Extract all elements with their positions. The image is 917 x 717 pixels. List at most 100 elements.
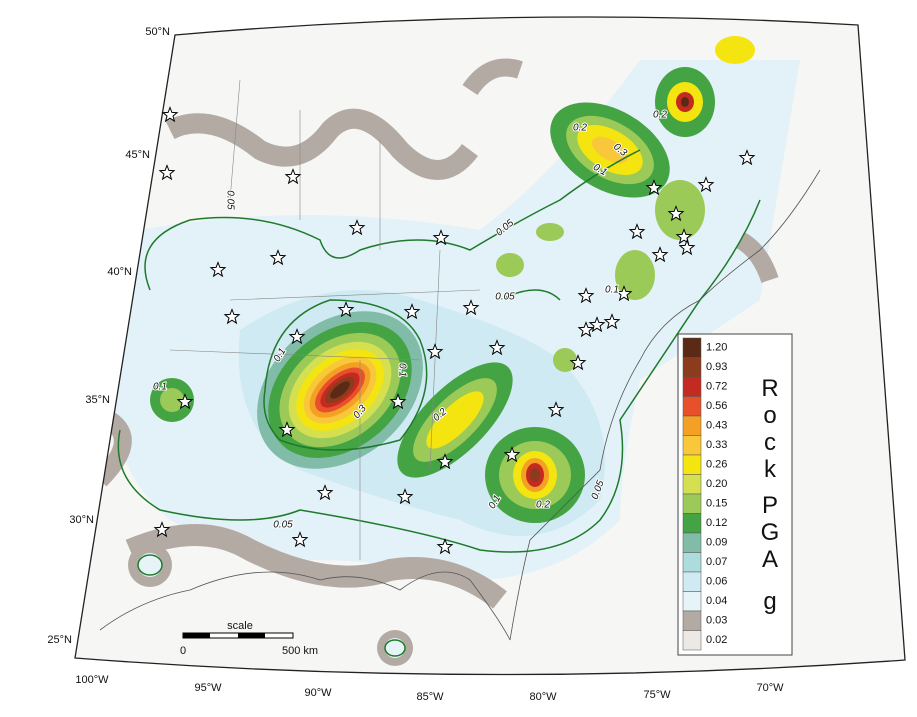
legend-label: 0.07 bbox=[706, 556, 727, 568]
site-star bbox=[503, 446, 521, 463]
latitude-label: 40°N bbox=[107, 266, 132, 278]
site-star bbox=[628, 223, 646, 240]
legend-swatch bbox=[682, 571, 702, 592]
scale-title: scale bbox=[227, 620, 253, 632]
charlevoix-zone bbox=[150, 36, 755, 422]
legend-label: 0.43 bbox=[706, 420, 727, 432]
site-star bbox=[269, 249, 287, 266]
site-star bbox=[396, 488, 414, 505]
legend-swatch bbox=[682, 396, 702, 417]
legend-label: 0.04 bbox=[706, 595, 727, 607]
site-star bbox=[675, 228, 693, 245]
site-star bbox=[436, 538, 454, 555]
band bbox=[165, 108, 478, 180]
legend-label: 0.26 bbox=[706, 459, 727, 471]
legend-label: 1.20 bbox=[706, 342, 727, 354]
site-star bbox=[153, 521, 171, 538]
legend-swatch bbox=[682, 493, 702, 514]
longitude-label: 85°W bbox=[416, 691, 444, 703]
legend-swatch bbox=[682, 435, 702, 456]
site-star bbox=[577, 287, 595, 304]
longitude-label: 70°W bbox=[756, 682, 784, 694]
site-star bbox=[436, 453, 454, 470]
scale-end: 500 km bbox=[282, 645, 318, 657]
site-star bbox=[462, 299, 480, 316]
band bbox=[138, 553, 162, 577]
map-frame bbox=[74, 16, 906, 676]
legend-label: 0.09 bbox=[706, 537, 727, 549]
site-star bbox=[651, 246, 669, 263]
legend-label: 0.72 bbox=[706, 381, 727, 393]
legend-swatch bbox=[682, 474, 702, 495]
site-star bbox=[738, 149, 756, 166]
longitude-label: 75°W bbox=[643, 689, 671, 701]
legend-title: PGA bbox=[760, 492, 780, 573]
contour-label: 0.1 bbox=[605, 285, 619, 296]
legend-swatch bbox=[682, 552, 702, 573]
contour-label: 0.1 bbox=[153, 382, 167, 393]
legend-swatch bbox=[682, 532, 702, 553]
st-lawrence-zone bbox=[550, 102, 670, 198]
new-madrid-zone bbox=[257, 311, 423, 469]
legend-label: 0.03 bbox=[706, 615, 727, 627]
east-tennessee-zone bbox=[397, 362, 513, 478]
legend-label: 0.20 bbox=[706, 478, 727, 490]
site-star bbox=[223, 308, 241, 325]
band bbox=[462, 58, 523, 96]
latitude-label: 25°N bbox=[47, 634, 72, 646]
band bbox=[93, 412, 132, 487]
site-star bbox=[316, 484, 334, 501]
legend-swatch bbox=[682, 610, 702, 631]
site-star bbox=[603, 313, 621, 330]
scale-start: 0 bbox=[180, 645, 186, 657]
contour-label: 0.2 bbox=[536, 500, 550, 511]
legend-swatch bbox=[682, 513, 702, 534]
contour-label: 0.05 bbox=[224, 190, 235, 210]
site-star bbox=[577, 321, 595, 338]
contour-lines bbox=[117, 149, 761, 657]
longitude-label: 90°W bbox=[304, 687, 332, 699]
site-star bbox=[426, 343, 444, 360]
site-star bbox=[348, 219, 366, 236]
legend-swatch bbox=[682, 357, 702, 378]
contour-label: 0.05 bbox=[495, 292, 515, 303]
charleston-zone bbox=[485, 427, 585, 523]
legend-swatch bbox=[682, 630, 702, 651]
contour-label: 0.1 bbox=[396, 363, 407, 377]
site-star bbox=[678, 239, 696, 256]
site-star bbox=[389, 393, 407, 410]
site-star bbox=[667, 205, 685, 222]
site-star bbox=[291, 531, 309, 548]
legend-label: 0.56 bbox=[706, 400, 727, 412]
site-star bbox=[158, 164, 176, 181]
site-star bbox=[337, 301, 355, 318]
latitude-label: 30°N bbox=[69, 514, 94, 526]
legend-unit: g bbox=[763, 588, 777, 615]
band bbox=[385, 638, 405, 658]
legend-label: 0.33 bbox=[706, 439, 727, 451]
legend-swatch bbox=[682, 337, 702, 358]
scale-bar bbox=[182, 632, 294, 639]
site-star bbox=[176, 393, 194, 410]
site-star bbox=[645, 179, 663, 196]
longitude-label: 80°W bbox=[529, 691, 557, 703]
legend-swatch bbox=[682, 454, 702, 475]
contour-label: 0.2 bbox=[573, 123, 587, 134]
legend-swatch bbox=[682, 591, 702, 612]
band bbox=[735, 231, 779, 284]
legend-label: 0.93 bbox=[706, 361, 727, 373]
latitude-label: 50°N bbox=[145, 26, 170, 38]
site-star bbox=[278, 421, 296, 438]
legend-label: 0.06 bbox=[706, 576, 727, 588]
contour-label: 0.2 bbox=[653, 110, 667, 121]
legend-swatch bbox=[682, 376, 702, 397]
site-star bbox=[209, 261, 227, 278]
site-star bbox=[288, 328, 306, 345]
legend-swatch bbox=[682, 415, 702, 436]
state-borders bbox=[169, 79, 481, 560]
site-star bbox=[403, 303, 421, 320]
site-star bbox=[697, 176, 715, 193]
site-star bbox=[615, 285, 633, 302]
